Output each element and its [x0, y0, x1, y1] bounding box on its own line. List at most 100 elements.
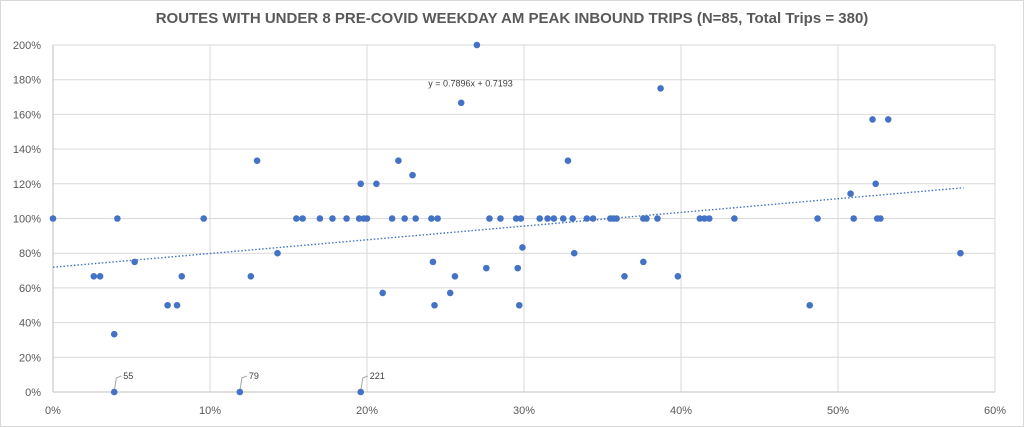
data-point	[550, 215, 558, 222]
data-point	[388, 215, 396, 222]
data-point	[869, 116, 876, 123]
data-points	[49, 41, 964, 396]
data-point	[247, 272, 255, 280]
data-point	[517, 215, 525, 222]
data-point	[164, 301, 171, 309]
data-point	[373, 180, 380, 188]
data-point	[514, 264, 522, 272]
data-point	[814, 215, 821, 222]
trendline-equation: y = 0.7896x + 0.7193	[428, 79, 513, 89]
data-point	[497, 215, 504, 222]
data-point	[431, 301, 438, 309]
data-point	[643, 215, 650, 222]
data-point	[654, 215, 661, 222]
data-point	[96, 272, 104, 280]
data-point	[884, 116, 892, 123]
data-point	[428, 215, 435, 222]
data-point	[536, 215, 543, 222]
data-point	[114, 215, 121, 222]
annotations: 55 79 221	[113, 371, 385, 393]
data-point	[544, 215, 551, 222]
x-tick-label: 30%	[513, 405, 535, 417]
data-point	[363, 215, 371, 222]
data-point	[640, 258, 647, 266]
data-point	[731, 215, 738, 222]
annotation-leader	[360, 375, 368, 393]
data-point	[564, 157, 572, 165]
data-point	[200, 215, 208, 222]
x-tick-label: 40%	[670, 405, 692, 417]
annotation-leader	[113, 375, 122, 393]
data-point	[357, 388, 365, 396]
data-point	[457, 99, 465, 107]
data-point	[451, 272, 459, 280]
y-tick-label: 60%	[19, 283, 41, 295]
x-tick-label: 60%	[984, 405, 1006, 417]
data-point	[110, 330, 118, 338]
data-point	[515, 301, 523, 309]
y-tick-label: 140%	[13, 144, 41, 156]
data-point	[412, 215, 419, 222]
x-tick-label: 20%	[356, 405, 378, 417]
data-point	[613, 215, 620, 222]
y-tick-label: 40%	[19, 318, 41, 330]
data-point	[343, 215, 350, 222]
data-point	[696, 215, 704, 222]
data-point	[173, 301, 181, 309]
annotation-leader	[239, 375, 248, 393]
data-point	[850, 215, 857, 222]
trendline	[52, 187, 964, 268]
data-point	[806, 301, 814, 309]
y-tick-label: 200%	[13, 40, 41, 52]
y-tick-label: 180%	[13, 75, 41, 87]
data-point	[49, 215, 57, 222]
y-tick-label: 100%	[13, 214, 41, 226]
data-point	[110, 388, 118, 396]
data-point	[446, 289, 454, 297]
tick-labels: 0% 20% 40% 60% 80% 100% 120% 140% 160% 180% 200% 0%…	[13, 40, 1006, 417]
data-point	[131, 258, 138, 266]
data-point	[674, 272, 682, 280]
data-point	[293, 215, 300, 222]
data-point	[570, 249, 578, 257]
data-point	[355, 215, 363, 222]
y-tick-label: 80%	[19, 248, 41, 260]
data-point	[621, 272, 628, 280]
x-tick-label: 0%	[45, 405, 61, 417]
data-point	[512, 215, 520, 222]
data-point	[253, 157, 261, 165]
data-point	[434, 215, 441, 222]
data-point	[429, 258, 437, 266]
chart-title: ROUTES WITH UNDER 8 PRE-COVID WEEKDAY AM…	[155, 10, 869, 27]
data-point	[957, 249, 964, 257]
x-tick-label: 10%	[199, 405, 221, 417]
x-tick-label: 50%	[827, 405, 849, 417]
data-point	[519, 244, 526, 251]
data-point	[847, 190, 854, 197]
data-point	[657, 85, 664, 92]
data-point	[473, 41, 481, 49]
trendline-group: y = 0.7896x + 0.7193	[52, 79, 964, 268]
data-point	[395, 157, 402, 165]
data-point	[705, 215, 713, 222]
data-point	[178, 272, 186, 280]
y-tick-label: 0%	[25, 387, 41, 399]
data-point	[401, 215, 408, 222]
data-point	[872, 180, 879, 188]
data-point	[299, 215, 306, 222]
data-point	[409, 171, 416, 179]
data-point	[90, 272, 98, 280]
annotation-label: 55	[123, 371, 133, 381]
data-point	[583, 215, 591, 222]
data-point	[877, 215, 884, 222]
data-point	[569, 215, 576, 222]
y-tick-label: 120%	[13, 179, 41, 191]
data-point	[483, 264, 490, 272]
data-point	[236, 388, 244, 396]
y-tick-label: 160%	[13, 109, 41, 121]
data-point	[329, 215, 336, 222]
data-point	[701, 215, 708, 222]
annotation-label: 221	[370, 371, 385, 381]
